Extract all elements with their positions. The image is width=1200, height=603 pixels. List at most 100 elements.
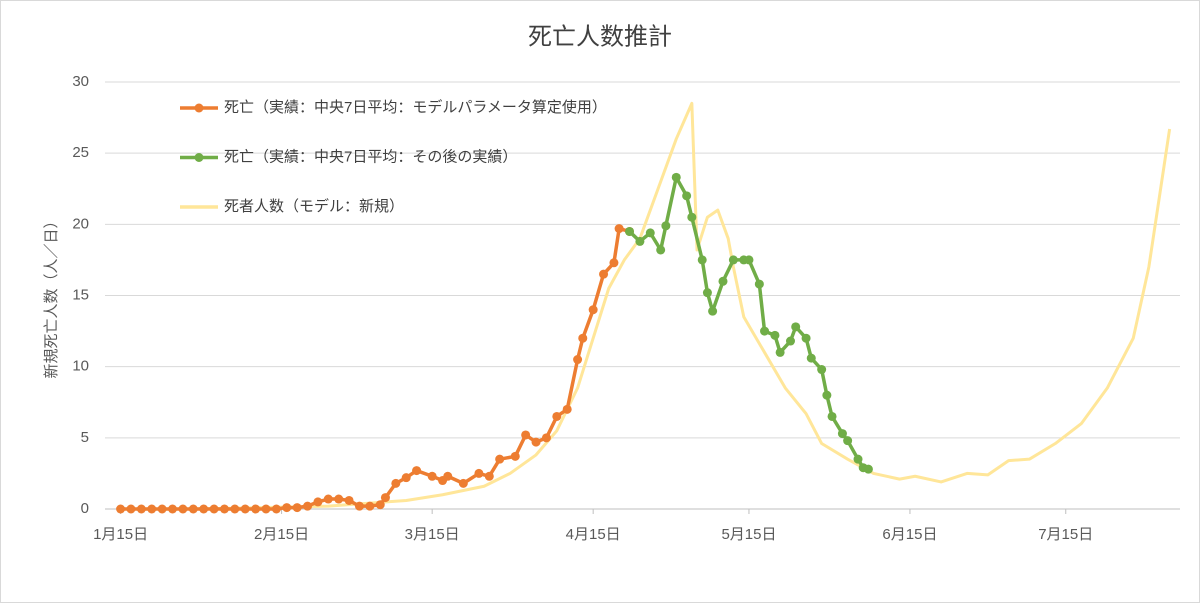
- data-point: [116, 504, 126, 514]
- y-tick-label: 5: [81, 429, 89, 446]
- data-point: [261, 504, 271, 514]
- x-tick-label: 3月15日: [405, 526, 460, 543]
- data-point: [645, 228, 655, 238]
- data-point: [708, 306, 718, 316]
- data-point: [702, 288, 712, 298]
- legend-label: 死者人数（モデル：新規）: [224, 197, 404, 215]
- x-tick-label: 4月15日: [566, 526, 621, 543]
- data-point: [157, 504, 167, 514]
- data-point: [375, 500, 385, 510]
- data-point: [380, 493, 390, 503]
- data-point: [682, 191, 692, 201]
- data-point: [801, 333, 811, 343]
- data-point: [365, 501, 375, 511]
- data-point: [230, 504, 240, 514]
- y-axis-label: 新規死亡人数（人／日）: [43, 213, 60, 378]
- data-point: [687, 212, 697, 222]
- data-point: [495, 454, 505, 464]
- data-point: [443, 471, 453, 481]
- data-point: [458, 478, 468, 488]
- data-point: [744, 255, 754, 265]
- data-point: [521, 430, 531, 440]
- y-tick-label: 25: [72, 144, 89, 161]
- x-tick-label: 7月15日: [1038, 526, 1093, 543]
- data-point: [552, 411, 562, 421]
- data-point: [578, 333, 588, 343]
- data-point: [853, 454, 863, 464]
- data-point: [817, 365, 827, 375]
- data-point: [292, 503, 302, 513]
- data-point: [609, 258, 619, 268]
- data-point: [863, 464, 873, 474]
- legend-label: 死亡（実績：中央7日平均：その後の実績）: [224, 148, 517, 165]
- data-point: [219, 504, 229, 514]
- y-tick-label: 30: [72, 73, 89, 90]
- data-point: [334, 494, 344, 504]
- data-point: [484, 471, 494, 481]
- legend-marker: [194, 153, 204, 162]
- data-point: [282, 503, 292, 513]
- data-point: [760, 326, 770, 336]
- data-point: [806, 353, 816, 363]
- x-tick-label: 2月15日: [254, 526, 309, 543]
- data-point: [510, 451, 520, 461]
- data-point: [656, 245, 666, 255]
- data-point: [168, 504, 178, 514]
- data-point: [822, 390, 832, 400]
- data-point: [303, 501, 313, 511]
- data-point: [251, 504, 261, 514]
- data-point: [271, 504, 281, 514]
- data-point: [136, 504, 146, 514]
- data-point: [344, 495, 354, 505]
- data-point: [697, 255, 707, 265]
- data-point: [770, 330, 780, 340]
- data-point: [786, 336, 796, 346]
- data-point: [843, 436, 853, 446]
- data-point: [188, 504, 198, 514]
- data-point: [827, 411, 837, 421]
- data-point: [573, 355, 583, 365]
- data-point: [427, 471, 437, 481]
- data-point: [313, 497, 323, 507]
- data-point: [147, 504, 157, 514]
- data-point: [728, 255, 738, 265]
- data-point: [599, 269, 609, 279]
- data-point: [635, 236, 645, 246]
- data-point: [401, 473, 411, 483]
- data-point: [754, 279, 764, 289]
- data-point: [661, 221, 671, 231]
- data-point: [588, 305, 598, 315]
- data-point: [531, 437, 541, 447]
- data-point: [791, 322, 801, 332]
- data-point: [199, 504, 209, 514]
- y-tick-label: 10: [72, 358, 89, 375]
- data-point: [541, 433, 551, 443]
- x-tick-label: 5月15日: [721, 526, 776, 543]
- y-tick-label: 15: [72, 286, 89, 303]
- legend-marker: [194, 103, 204, 113]
- x-tick-label: 1月15日: [93, 526, 148, 543]
- data-point: [625, 226, 635, 236]
- data-point: [562, 404, 572, 414]
- data-point: [718, 276, 728, 286]
- data-point: [354, 501, 364, 511]
- y-tick-label: 0: [81, 500, 89, 517]
- chart-title: 死亡人数推計: [528, 23, 672, 50]
- data-point: [126, 504, 136, 514]
- data-point: [178, 504, 188, 514]
- data-point: [240, 504, 250, 514]
- data-point: [391, 478, 401, 488]
- legend-label: 死亡（実績：中央7日平均：モデルパラメータ算定使用）: [224, 98, 607, 116]
- data-point: [412, 466, 422, 476]
- data-point: [474, 468, 484, 478]
- data-point: [209, 504, 219, 514]
- data-point: [323, 494, 333, 504]
- x-tick-label: 6月15日: [882, 526, 937, 543]
- data-point: [775, 347, 785, 357]
- y-tick-label: 20: [72, 215, 89, 232]
- data-point: [837, 429, 847, 439]
- data-point: [671, 172, 681, 182]
- data-point: [614, 224, 624, 234]
